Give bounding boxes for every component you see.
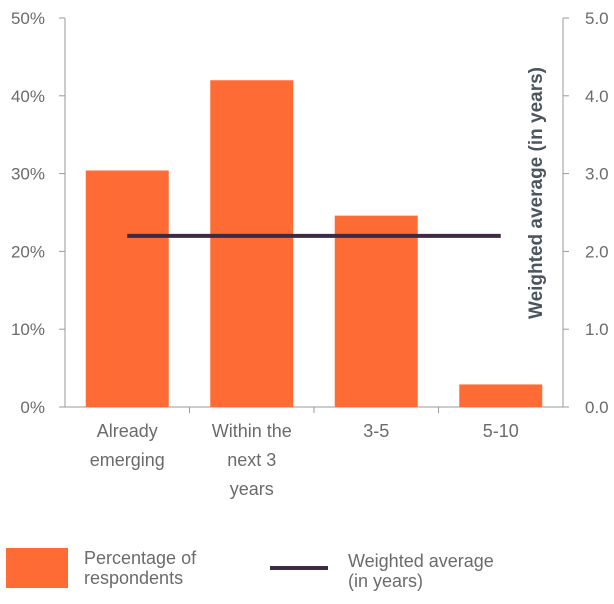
category-label-line: years: [230, 479, 274, 499]
legend-swatch-bar: [6, 548, 68, 588]
legend-item-weighted-average: Weighted average (in years): [270, 548, 494, 591]
category-label: Within the next 3 years: [212, 421, 292, 499]
category-label-line: 3-5: [363, 421, 389, 441]
legend-label-weighted-average: Weighted average (in years): [348, 551, 494, 591]
right-tick-label: 4.0: [585, 87, 609, 106]
legend-item-percentage: Percentage of respondents: [6, 548, 196, 588]
right-tick-label: 2.0: [585, 242, 609, 261]
right-tick-label: 3.0: [585, 165, 609, 184]
bar: [459, 384, 543, 407]
combo-chart: 0% 10% 20% 30% 40% 50% 0.0 1.0 2.0 3.0 4.0 5.0 Alrea…: [11, 9, 609, 499]
category-label-line: emerging: [90, 450, 165, 470]
category-label: 3-5: [363, 421, 389, 441]
bars: [85, 80, 543, 408]
category-label-line: Within the: [212, 421, 292, 441]
category-label: Already emerging: [90, 421, 165, 470]
labels: 0% 10% 20% 30% 40% 50% 0.0 1.0 2.0 3.0 4.0 5.0 Alrea…: [11, 9, 609, 499]
right-tick-label: 5.0: [585, 9, 609, 28]
left-tick-label: 40%: [11, 87, 45, 106]
legend-swatch-line: [270, 566, 328, 570]
category-label-line: 5-10: [483, 421, 519, 441]
right-axis-title: Weighted average (in years): [526, 67, 547, 319]
bar: [210, 80, 294, 408]
left-tick-label: 20%: [11, 242, 45, 261]
left-tick-label: 30%: [11, 165, 45, 184]
right-tick-label: 1.0: [585, 320, 609, 339]
legend: Percentage of respondents Weighted avera…: [0, 548, 614, 604]
right-tick-label: 0.0: [585, 398, 609, 417]
bar: [85, 170, 169, 407]
category-label-line: next 3: [227, 450, 276, 470]
bar: [334, 215, 418, 407]
category-label-line: Already: [97, 421, 158, 441]
left-tick-label: 10%: [11, 320, 45, 339]
category-label: 5-10: [483, 421, 519, 441]
legend-label-percentage: Percentage of respondents: [84, 548, 197, 588]
left-tick-label: 50%: [11, 9, 45, 28]
left-tick-label: 0%: [20, 398, 45, 417]
